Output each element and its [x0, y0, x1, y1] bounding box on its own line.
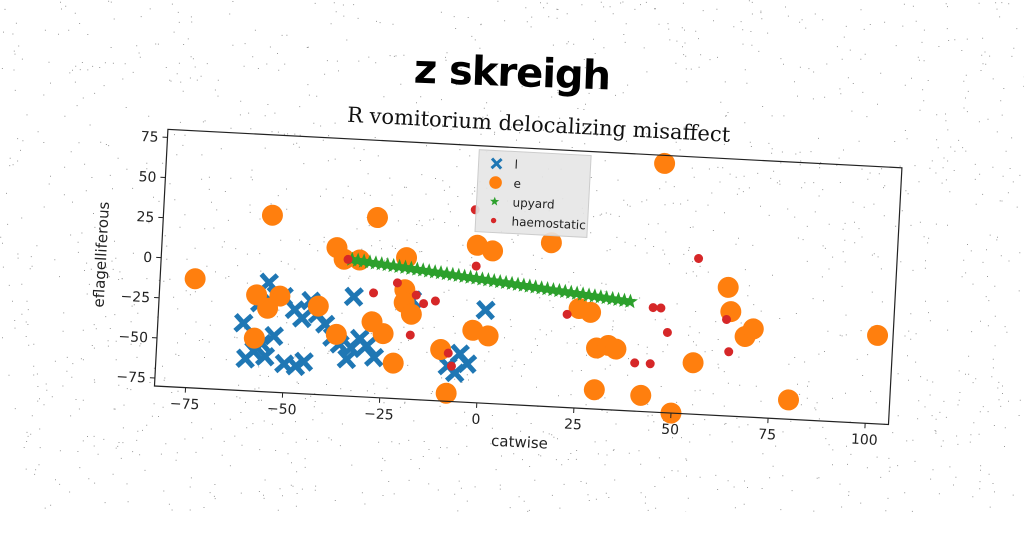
data-point-haemostatic: [694, 254, 703, 263]
data-point-e: [867, 324, 889, 346]
x-tick-label: 50: [661, 422, 680, 439]
y-axis-label: eflagelliferous: [90, 201, 114, 308]
x-tick-label: 0: [471, 412, 481, 428]
data-point-haemostatic: [431, 296, 440, 305]
data-point-e: [184, 268, 206, 290]
data-point-haemostatic: [369, 288, 378, 297]
data-point-e: [777, 389, 799, 411]
data-point-haemostatic: [630, 358, 639, 367]
data-point-e: [717, 276, 739, 298]
legend-label-l: l: [514, 158, 518, 172]
data-point-l: [294, 310, 311, 327]
x-tick-label: −25: [364, 406, 394, 424]
y-tick-label: 50: [138, 169, 157, 186]
x-tick-label: −50: [267, 401, 297, 419]
data-point-l: [459, 355, 476, 372]
data-point-l: [477, 302, 494, 319]
x-tick-label: 100: [851, 432, 879, 449]
data-point-e: [682, 352, 704, 374]
y-tick-label: −50: [118, 329, 148, 347]
x-tick-label: −75: [169, 396, 199, 414]
data-point-haemostatic: [656, 303, 665, 312]
data-point-e: [261, 204, 283, 226]
x-tick-label: 75: [758, 427, 777, 444]
data-point-e: [630, 384, 652, 406]
data-point-l: [345, 288, 362, 305]
data-point-e: [583, 379, 605, 401]
data-point-e: [366, 207, 388, 229]
legend-label-upyard: upyard: [512, 196, 555, 212]
data-point-e: [382, 352, 404, 374]
legend-label-e: e: [513, 177, 521, 191]
data-point-haemostatic: [471, 261, 480, 270]
data-point-haemostatic: [406, 330, 415, 339]
y-tick-label: −25: [120, 289, 150, 307]
x-tick-label: 25: [564, 417, 583, 434]
x-axis-label: catwise: [491, 432, 549, 453]
y-tick-label: 0: [143, 250, 153, 266]
y-tick-label: 25: [136, 209, 155, 226]
data-point-haemostatic: [645, 359, 654, 368]
data-point-haemostatic: [663, 328, 672, 337]
y-tick-label: −75: [116, 369, 146, 387]
y-tick-label: 75: [140, 129, 159, 146]
data-point-haemostatic: [724, 347, 733, 356]
data-point-l: [237, 350, 254, 367]
